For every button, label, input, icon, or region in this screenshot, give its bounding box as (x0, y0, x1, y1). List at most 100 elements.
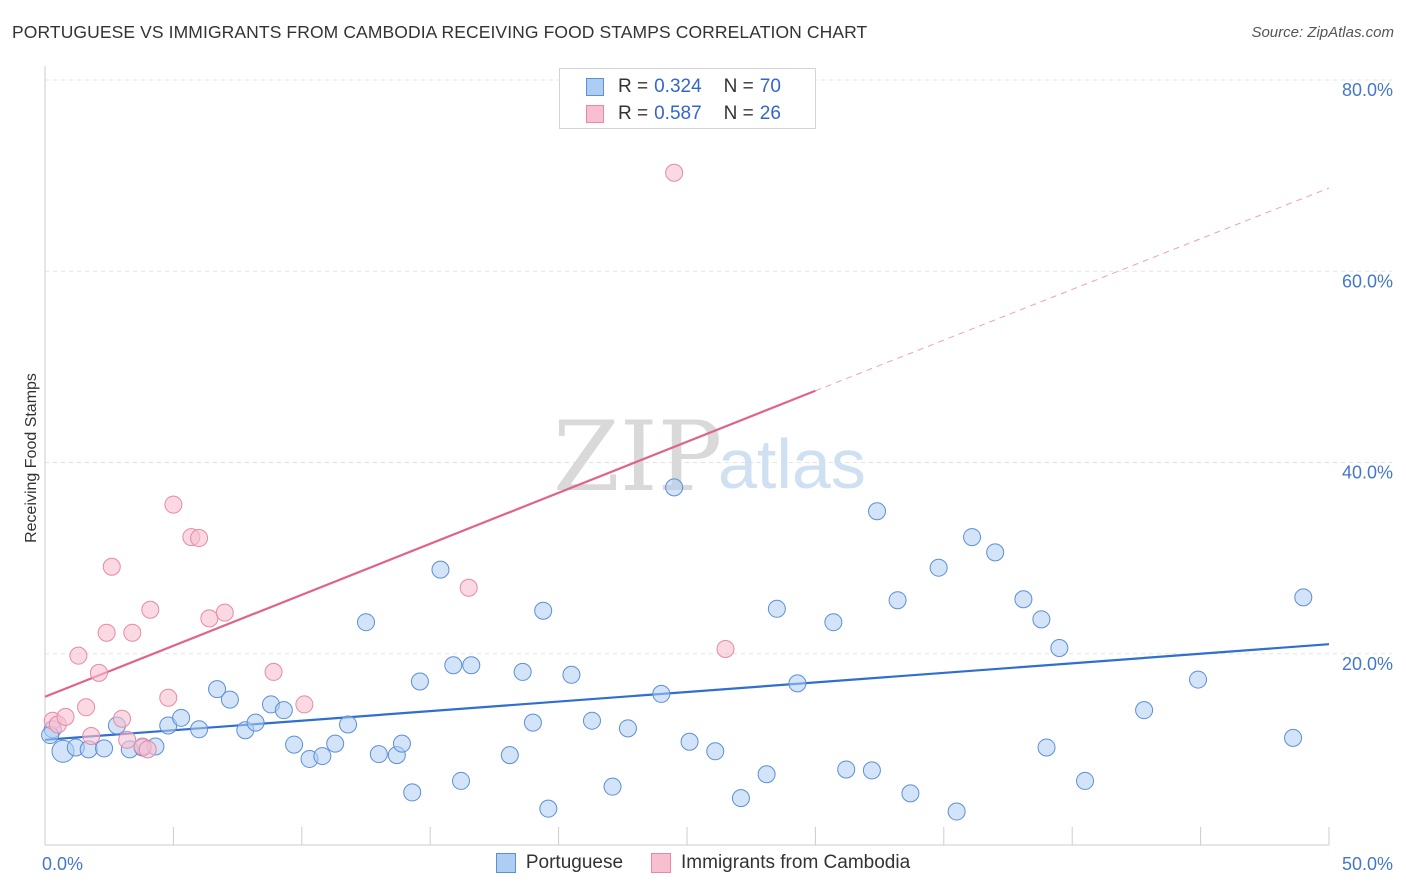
portuguese-point (1294, 588, 1313, 607)
portuguese-point (652, 684, 671, 703)
cambodia-point (56, 707, 75, 726)
cambodia-point (665, 163, 684, 182)
cambodia-trend-line (44, 389, 816, 698)
cambodia-point (123, 623, 142, 642)
portuguese-point (986, 543, 1005, 562)
portuguese-point (500, 746, 519, 765)
portuguese-point (285, 735, 304, 754)
portuguese-point (190, 720, 209, 739)
portuguese-point (757, 765, 776, 784)
portuguese-point (888, 591, 907, 610)
portuguese-point (1076, 771, 1095, 790)
y-tick-label: 60.0% (1342, 271, 1393, 291)
cambodia-point (89, 663, 108, 682)
portuguese-point (1189, 670, 1208, 689)
cambodia-point (190, 529, 209, 548)
n-label: N = (723, 103, 754, 124)
cambodia-point (118, 730, 137, 749)
y-tick-labels: 20.0% 40.0% 60.0% 80.0% (1342, 80, 1393, 674)
n-label: N = (723, 76, 754, 97)
stats-legend: R = 0.324 N = 70 R = 0.587 N = 26 (559, 68, 816, 129)
cambodia-point (200, 609, 219, 628)
portuguese-point (452, 771, 471, 790)
portuguese-point (947, 802, 966, 821)
portuguese-point (326, 734, 345, 753)
portuguese-point (837, 760, 856, 779)
n-value: 70 (759, 76, 781, 97)
x-tick-labels: 0.0% 50.0% (42, 854, 1393, 874)
portuguese-point (534, 601, 553, 620)
watermark-zip: ZIP (553, 401, 722, 513)
portuguese-swatch (495, 853, 516, 873)
grid-lines (45, 79, 1392, 655)
portuguese-point (539, 799, 558, 818)
stats-row-portuguese: R = 0.324 N = 70 (586, 76, 781, 98)
r-value: 0.324 (654, 76, 702, 97)
portuguese-point (901, 784, 920, 803)
portuguese-point (1135, 701, 1154, 720)
portuguese-point (339, 715, 358, 734)
portuguese-point (220, 690, 239, 709)
cambodia-point (215, 603, 234, 622)
portuguese-point (665, 478, 684, 497)
cambodia-point (164, 495, 183, 514)
cambodia-point (138, 740, 157, 759)
r-value: 0.587 (654, 103, 702, 124)
watermark: ZIP atlas (553, 401, 866, 513)
legend-label-portuguese: Portuguese (525, 852, 624, 873)
cambodia-point (264, 662, 283, 681)
series-legend: Portuguese Immigrants from Cambodia (0, 852, 1406, 874)
portuguese-point (513, 662, 532, 681)
cambodia-point (295, 695, 314, 714)
portuguese-point (410, 672, 429, 691)
cambodia-point (82, 726, 101, 745)
cambodia-trend-extension (815, 187, 1330, 392)
cambodia-point (716, 639, 735, 658)
portuguese-point (95, 739, 114, 758)
portuguese-point (357, 613, 375, 632)
x-tick-label: 0.0% (42, 854, 83, 874)
portuguese-point (1284, 728, 1303, 747)
portuguese-point (929, 558, 948, 577)
cambodia-point (159, 688, 178, 707)
legend-label-cambodia: Immigrants from Cambodia (681, 852, 911, 873)
portuguese-point (963, 528, 982, 547)
portuguese-point (208, 680, 227, 699)
portuguese-point (444, 656, 463, 675)
portuguese-point (618, 719, 637, 738)
portuguese-point (582, 711, 601, 730)
cambodia-point (459, 578, 478, 597)
portuguese-point (767, 599, 786, 618)
r-label: R = (618, 103, 649, 124)
n-value: 26 (759, 103, 781, 124)
portuguese-point (431, 560, 450, 579)
cambodia-point (102, 557, 121, 576)
portuguese-point (868, 502, 887, 521)
portuguese-point (313, 747, 332, 766)
portuguese-points (41, 478, 1313, 821)
chart-title: PORTUGUESE VS IMMIGRANTS FROM CAMBODIA R… (12, 22, 868, 42)
portuguese-point (246, 713, 265, 732)
portuguese-point (1050, 639, 1069, 658)
portuguese-point (862, 761, 881, 780)
portuguese-point (706, 742, 725, 761)
portuguese-point (562, 665, 581, 684)
portuguese-point (1014, 590, 1033, 609)
cambodia-point (77, 698, 96, 717)
portuguese-point (1032, 610, 1051, 629)
portuguese-swatch (586, 78, 604, 96)
cambodia-point (113, 709, 132, 728)
legend-item-cambodia[interactable]: Immigrants from Cambodia (651, 852, 910, 874)
axes (44, 66, 1330, 846)
watermark-atlas: atlas (718, 425, 866, 503)
portuguese-point (680, 732, 699, 751)
cambodia-swatch (586, 105, 604, 123)
legend-item-portuguese[interactable]: Portuguese (495, 852, 624, 874)
y-tick-label: 40.0% (1342, 463, 1393, 483)
portuguese-point (824, 613, 843, 632)
cambodia-point (141, 600, 160, 619)
cambodia-point (97, 623, 116, 642)
portuguese-point (731, 789, 750, 808)
portuguese-point (403, 783, 422, 802)
